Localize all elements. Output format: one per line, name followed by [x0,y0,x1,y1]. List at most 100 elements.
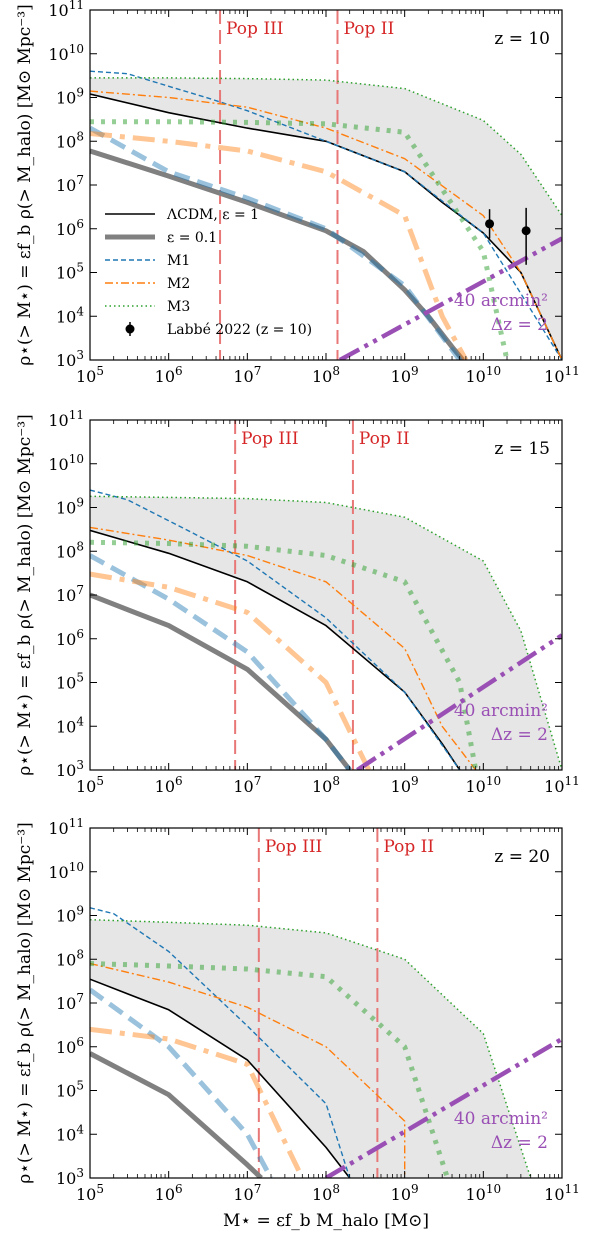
y-tick-label: 109 [56,496,84,518]
y-tick-label: 107 [56,991,84,1013]
x-tick-label: 105 [76,1182,104,1204]
legend-label: ε = 0.1 [167,230,217,246]
y-tick-label: 105 [56,1079,84,1101]
series-m2thick [90,571,372,770]
series-eps01 [90,1051,263,1178]
series-lcdm [90,529,461,770]
y-tick-label: 107 [56,583,84,605]
y-tick-label: 106 [56,627,84,649]
x-tick-label: 109 [391,774,419,796]
x-tick-label: 1011 [544,1182,580,1204]
legend: ΛCDM, ε = 1 ε = 0.1 M1 M2 M3 Labbé 2022 (z = … [105,207,312,338]
series-m2thick [90,1026,305,1178]
series-m1 [90,489,461,770]
series-m2 [90,962,406,1178]
x-tick-label: 107 [233,364,261,386]
series-m1thick [90,987,274,1178]
y-tick-label: 105 [56,671,84,693]
x-tick-label: 108 [312,774,340,796]
legend-label: ΛCDM, ε = 1 [166,207,259,223]
x-tick-label: 1010 [466,774,502,796]
y-tick-label: 1010 [48,452,84,474]
y-tick-label: 106 [56,1035,84,1057]
x-tick-label: 105 [76,774,104,796]
y-tick-label: 105 [56,261,84,283]
series-eps01 [90,592,352,770]
y-tick-label: 106 [56,217,84,239]
x-tick-label: 1010 [466,364,502,386]
survey-label-line1: 40 arcmin² [454,291,548,311]
series-m1 [90,907,351,1178]
series-m1 [90,70,562,360]
series-m3thick [90,961,450,1178]
legend-marker-point [125,324,135,334]
y-tick-label: 1010 [48,860,84,882]
x-tick-label: 108 [312,1182,340,1204]
pop3-label: Pop III [265,837,322,857]
series-survey [356,633,562,770]
y-tick-label: 1011 [48,0,84,20]
survey-label-line2: Δz = 2 [491,315,548,335]
x-axis-label: M⋆ = εf_b M_halo [M⊙] [223,1211,429,1231]
x-tick-label: 105 [76,364,104,386]
y-tick-label: 109 [56,86,84,108]
data-point-0 [485,219,495,229]
series-survey [338,236,562,360]
series-survey [324,1037,562,1178]
y-tick-label: 104 [56,1122,84,1144]
x-tick-label: 109 [391,364,419,386]
series-m3 [90,918,532,1178]
series-m1thick [90,125,462,360]
y-tick-label: 103 [56,348,84,370]
legend-label: Labbé 2022 (z = 10) [167,322,312,338]
y-axis-label: ρ⋆(> M⋆) = εf_b ρ(> M_halo) [M⊙ Mpc⁻³] [15,4,35,365]
redshift-label: z = 15 [494,439,550,459]
series-m2 [90,90,562,360]
y-tick-label: 104 [56,714,84,736]
survey-label-line2: Δz = 2 [491,725,548,745]
legend-label: M1 [167,253,190,269]
y-tick-label: 107 [56,173,84,195]
series-m2thick [90,131,469,360]
series-lcdm [90,978,351,1178]
legend-label: M3 [167,299,190,315]
y-tick-label: 108 [56,947,84,969]
data-point-1 [521,226,531,236]
x-tick-label: 1011 [544,364,580,386]
y-tick-label: 109 [56,904,84,926]
y-tick-label: 108 [56,129,84,151]
x-tick-label: 107 [233,1182,261,1204]
x-tick-label: 1010 [466,1182,502,1204]
shaded-region [90,496,562,770]
pop2-label: Pop II [343,19,394,39]
series-m3thick [90,539,479,770]
y-tick-label: 1011 [48,816,84,838]
x-tick-label: 106 [155,774,183,796]
y-tick-label: 104 [56,304,84,326]
x-tick-label: 107 [233,774,261,796]
x-tick-label: 1011 [544,774,580,796]
plot-area [90,420,562,770]
series-m3 [90,77,562,217]
pop2-label: Pop II [359,429,410,449]
series-m1thick [90,553,352,770]
survey-label-line1: 40 arcmin² [454,1109,548,1129]
series-m3thick [90,119,510,360]
y-axis-label: ρ⋆(> M⋆) = εf_b ρ(> M_halo) [M⊙ Mpc⁻³] [15,414,35,775]
redshift-label: z = 20 [494,847,550,867]
y-tick-label: 103 [56,1166,84,1188]
pop3-label: Pop III [226,19,283,39]
x-tick-label: 106 [155,1182,183,1204]
shaded-region [90,77,562,360]
pop2-label: Pop II [383,837,434,857]
y-axis-label: ρ⋆(> M⋆) = εf_b ρ(> M_halo) [M⊙ Mpc⁻³] [15,822,35,1183]
y-tick-label: 1011 [48,408,84,430]
y-tick-label: 1010 [48,42,84,64]
redshift-label: z = 10 [494,29,550,49]
shaded-region [90,919,562,1178]
x-tick-label: 109 [391,1182,419,1204]
